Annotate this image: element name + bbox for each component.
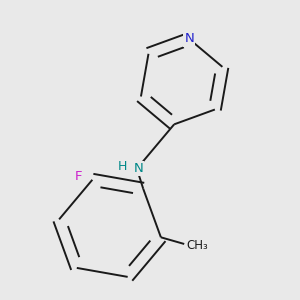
Text: N: N (134, 162, 143, 175)
Text: F: F (75, 170, 83, 183)
Text: H: H (118, 160, 127, 173)
Text: N: N (184, 32, 194, 46)
Text: CH₃: CH₃ (187, 239, 208, 252)
